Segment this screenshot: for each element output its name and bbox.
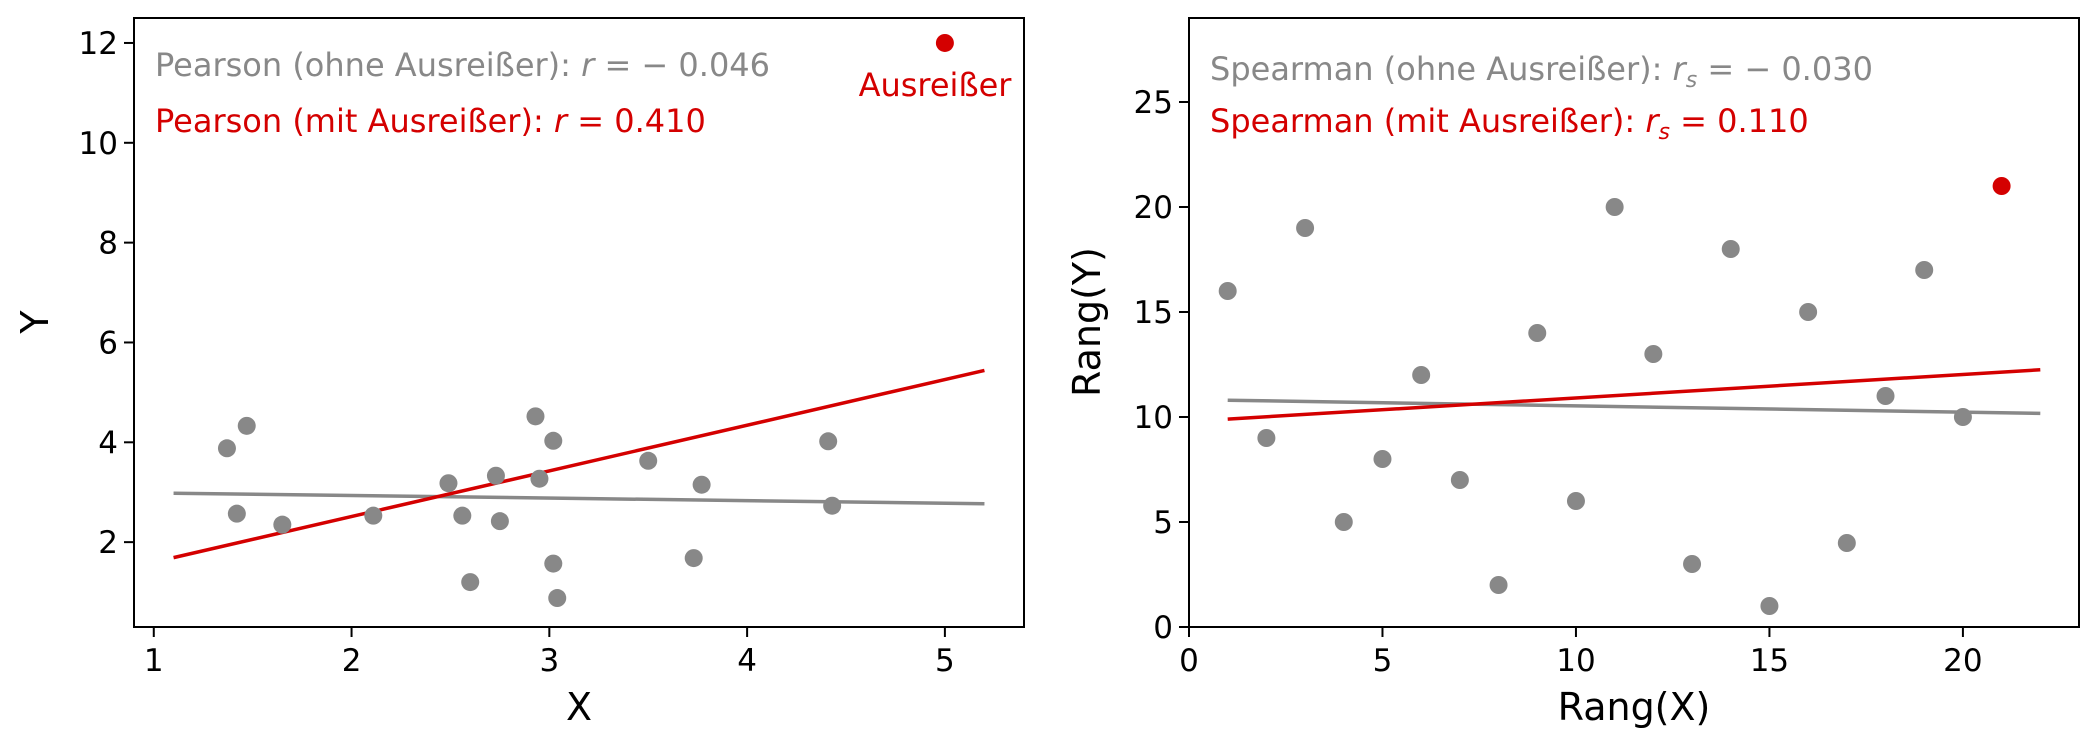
pearson-plot-frame — [133, 17, 1025, 628]
pearson-data-point — [548, 589, 567, 608]
spearman-outlier-point — [1992, 177, 2011, 195]
pearson-x-axis-label: X — [566, 685, 592, 729]
pearson-data-point — [439, 474, 458, 493]
pearson-data-point — [530, 469, 549, 488]
pearson-y-tick-label: 8 — [98, 226, 118, 262]
spearman-y-tick-label: 15 — [1134, 295, 1173, 331]
pearson-data-point — [461, 573, 480, 592]
pearson-data-point — [490, 512, 509, 531]
spearman-data-point — [1296, 219, 1315, 237]
pearson-x-tick-label: 1 — [144, 643, 164, 679]
spearman-x-tick-label: 5 — [1373, 643, 1393, 679]
pearson-outlier-point — [935, 33, 954, 52]
spearman-x-tick-label: 10 — [1556, 643, 1595, 679]
spearman-data-point — [1489, 576, 1508, 594]
spearman-data-point — [1257, 429, 1276, 447]
spearman-data-point — [1760, 597, 1779, 615]
spearman-x-tick-label: 20 — [1943, 643, 1982, 679]
spearman-annotation-without: Spearman (ohne Ausreißer): rs = − 0.030 — [1210, 50, 1873, 93]
pearson-x-tick-label: 2 — [342, 643, 362, 679]
spearman-data-point — [1799, 303, 1818, 321]
spearman-x-tick-label: 15 — [1750, 643, 1789, 679]
spearman-data-point — [1876, 387, 1895, 405]
spearman-fit-line-without-outlier — [1227, 398, 2041, 416]
pearson-data-point — [639, 451, 658, 470]
pearson-fit-line-without-outlier — [173, 491, 985, 506]
spearman-x-tick-label: 0 — [1179, 643, 1199, 679]
spearman-plot-marks — [1218, 177, 2041, 615]
pearson-y-tick-label: 4 — [98, 425, 118, 461]
spearman-data-point — [1915, 261, 1934, 279]
pearson-data-point — [227, 504, 246, 523]
pearson-data-point — [273, 515, 292, 534]
spearman-data-point — [1334, 513, 1353, 531]
spearman-ticks: 0 5 10 15 20 0 5 10 15 20 25 — [1134, 85, 1983, 679]
pearson-data-point — [237, 416, 256, 435]
pearson-y-axis-label: Y — [13, 310, 57, 335]
spearman-data-point — [1721, 240, 1740, 258]
spearman-fit-line-with-outlier — [1227, 368, 2041, 421]
spearman-data-point — [1644, 345, 1663, 363]
spearman-y-tick-label: 20 — [1134, 190, 1173, 226]
pearson-y-tick-label: 12 — [79, 26, 118, 62]
pearson-annotation-with: Pearson (mit Ausreißer): r = 0.410 — [155, 102, 706, 140]
spearman-data-point — [1683, 555, 1702, 573]
pearson-data-point — [544, 431, 563, 450]
pearson-x-tick-label: 4 — [737, 643, 757, 679]
spearman-data-point — [1218, 282, 1237, 300]
spearman-data-point — [1566, 492, 1585, 510]
spearman-x-axis-label: Rang(X) — [1558, 685, 1711, 729]
pearson-data-point — [364, 506, 383, 525]
spearman-annotation-with: Spearman (mit Ausreißer): rs = 0.110 — [1210, 102, 1809, 145]
spearman-data-point — [1953, 408, 1972, 426]
spearman-data-point — [1412, 366, 1431, 384]
pearson-data-point — [453, 506, 472, 525]
spearman-data-point — [1605, 198, 1624, 216]
spearman-y-axis-label: Rang(Y) — [1065, 247, 1109, 397]
pearson-data-point — [823, 496, 842, 515]
pearson-data-point — [819, 432, 838, 451]
spearman-data-point — [1373, 450, 1392, 468]
pearson-fit-line-with-outlier — [173, 368, 985, 560]
spearman-plot-frame — [1188, 17, 2080, 628]
spearman-panel: 0 5 10 15 20 0 5 10 15 20 25 Spearman (ohne Ausrei… — [1065, 17, 2080, 729]
pearson-data-point — [684, 549, 703, 568]
spearman-y-tick-label: 0 — [1153, 610, 1173, 646]
pearson-data-point — [692, 475, 711, 494]
pearson-y-tick-label: 10 — [79, 126, 118, 162]
spearman-data-point — [1837, 534, 1856, 552]
pearson-data-point — [544, 554, 563, 573]
pearson-data-point — [486, 466, 505, 485]
pearson-annotation-without: Pearson (ohne Ausreißer): r = − 0.046 — [155, 46, 770, 84]
pearson-x-tick-label: 5 — [935, 643, 955, 679]
outlier-label: Ausreißer — [859, 66, 1013, 104]
pearson-data-point — [217, 439, 236, 458]
spearman-data-point — [1450, 471, 1469, 489]
pearson-y-tick-label: 6 — [98, 325, 118, 361]
spearman-y-tick-label: 5 — [1153, 505, 1173, 541]
pearson-data-point — [526, 407, 545, 426]
spearman-data-point — [1528, 324, 1547, 342]
spearman-y-tick-label: 25 — [1134, 85, 1173, 121]
pearson-x-tick-label: 3 — [539, 643, 559, 679]
pearson-y-tick-label: 2 — [98, 525, 118, 561]
pearson-plot-marks — [173, 33, 985, 608]
spearman-y-tick-label: 10 — [1134, 400, 1173, 436]
